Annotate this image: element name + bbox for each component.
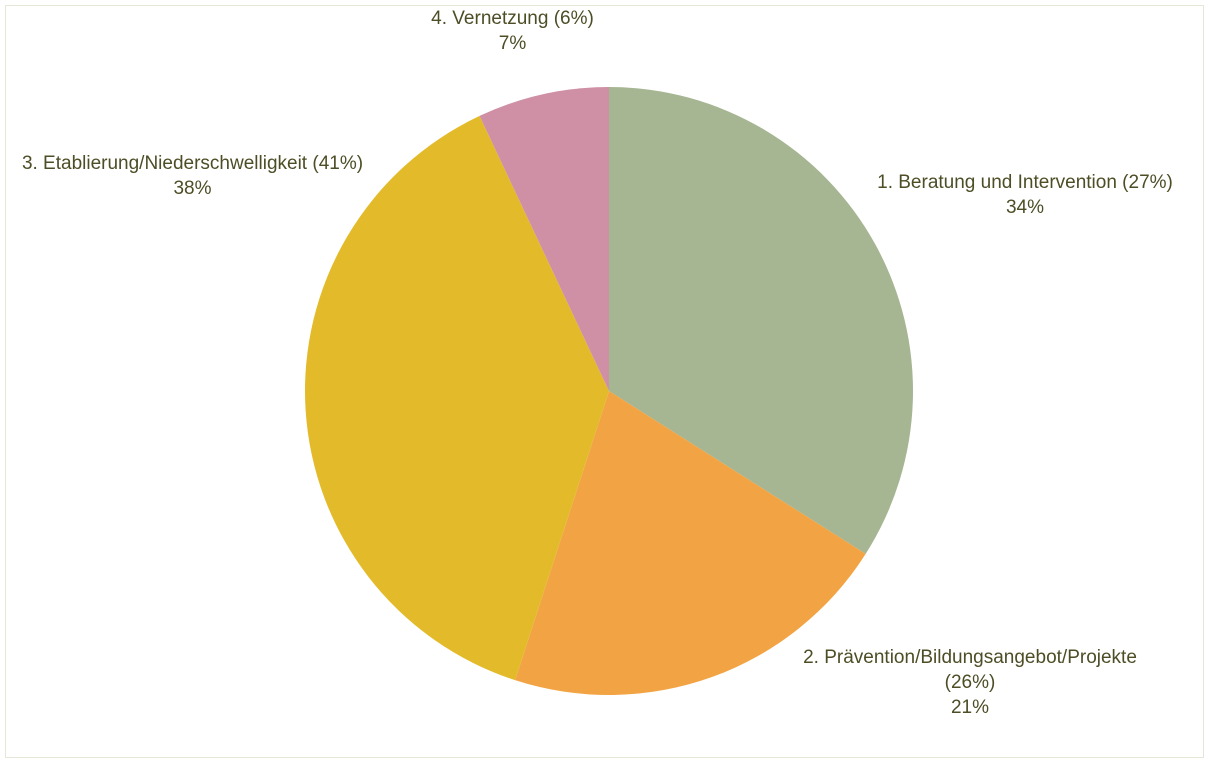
pie-slice [609,87,914,554]
pie-slice [479,87,609,391]
slice-label: 4. Vernetzung (6%) 7% [380,6,645,56]
value-label: 34% [1005,197,1045,218]
value-label: 21% [950,697,990,718]
slice-label: 2. Prävention/Bildungsangebot/Projekte (… [780,645,1160,720]
slice-label: 3. Etablierung/Niederschwelligkeit (41%)… [20,151,365,201]
category-label: 4. Vernetzung (6%) [431,8,594,29]
category-label: 3. Etablierung/Niederschwelligkeit (41%) [21,153,364,174]
chart-frame [5,5,1204,758]
slice-label: 1. Beratung und Intervention (27%) 34% [860,170,1190,220]
pie-slice [515,391,866,695]
category-label: 1. Beratung und Intervention (27%) [877,172,1173,193]
value-label: 7% [498,33,527,54]
category-label: 2. Prävention/Bildungsangebot/Projekte (… [803,647,1137,693]
pie-slice [305,115,609,681]
value-label: 38% [173,178,212,199]
